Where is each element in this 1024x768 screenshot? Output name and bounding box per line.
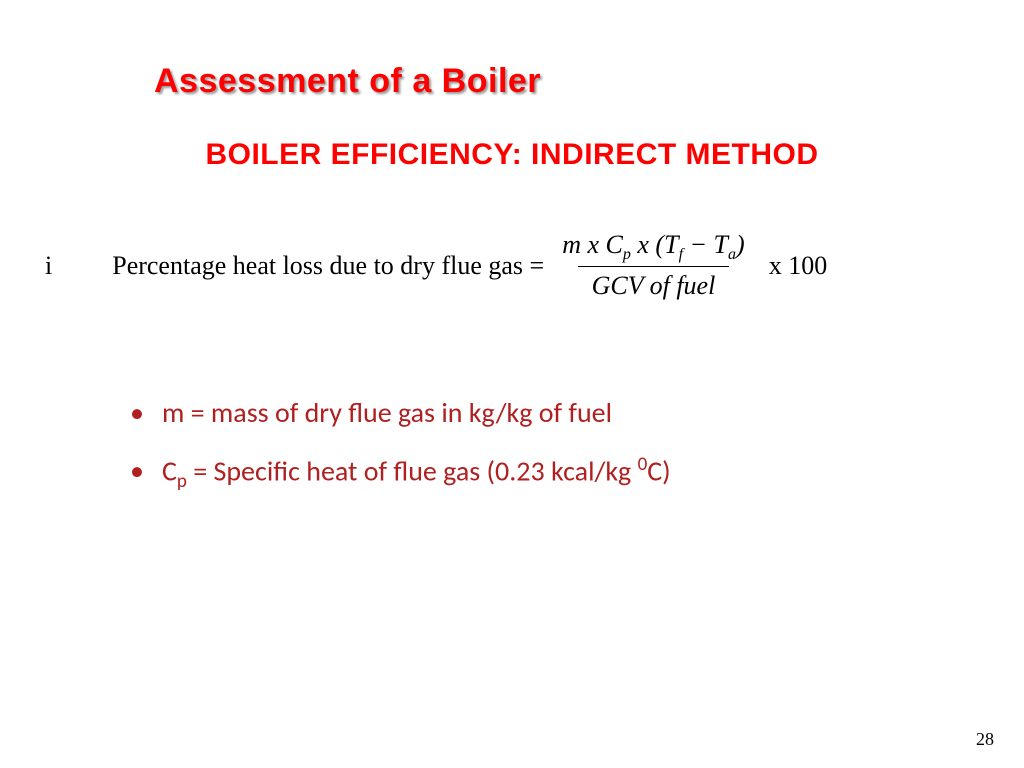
formula-fraction: m x Cp x (Tf − Ta) GCV of fuel (554, 230, 752, 301)
formula-numerator: m x Cp x (Tf − Ta) (554, 230, 752, 266)
b2-sym: C (162, 454, 177, 489)
formula-suffix: x 100 (769, 251, 828, 281)
b2-rest: = Specific heat of flue gas (0.23 kcal/k… (187, 454, 638, 489)
bullet-icon: • (130, 453, 144, 489)
bullet-list: • m = mass of dry flue gas in kg/kg of f… (130, 395, 964, 517)
num-prefix: m x C (562, 230, 623, 259)
num-sub3: a (728, 246, 736, 263)
slide-subtitle: BOILER EFFICIENCY: INDIRECT METHOD (0, 138, 1024, 172)
b2-sub: p (177, 470, 187, 493)
bullet-icon: • (130, 395, 144, 431)
bullet-text-1: m = mass of dry flue gas in kg/kg of fue… (162, 395, 612, 431)
list-item: • m = mass of dry flue gas in kg/kg of f… (130, 395, 964, 431)
b2-sup: 0 (638, 453, 648, 476)
formula-label: Percentage heat loss due to dry flue gas… (112, 251, 544, 281)
num-close: ) (736, 230, 745, 259)
list-item: • Cp = Specific heat of flue gas (0.23 k… (130, 453, 964, 495)
bullet-text-2: Cp = Specific heat of flue gas (0.23 kca… (162, 453, 671, 495)
num-mid: x (T (631, 230, 679, 259)
formula-denominator: GCV of fuel (578, 266, 730, 301)
b2-tail: C) (647, 454, 670, 489)
slide-title: Assessment of a Boiler (154, 62, 541, 101)
num-sub1: p (623, 246, 631, 263)
formula-row: i Percentage heat loss due to dry flue g… (45, 230, 1004, 301)
num-minus: − T (683, 230, 728, 259)
formula-index: i (45, 251, 52, 281)
page-number: 28 (976, 729, 994, 750)
